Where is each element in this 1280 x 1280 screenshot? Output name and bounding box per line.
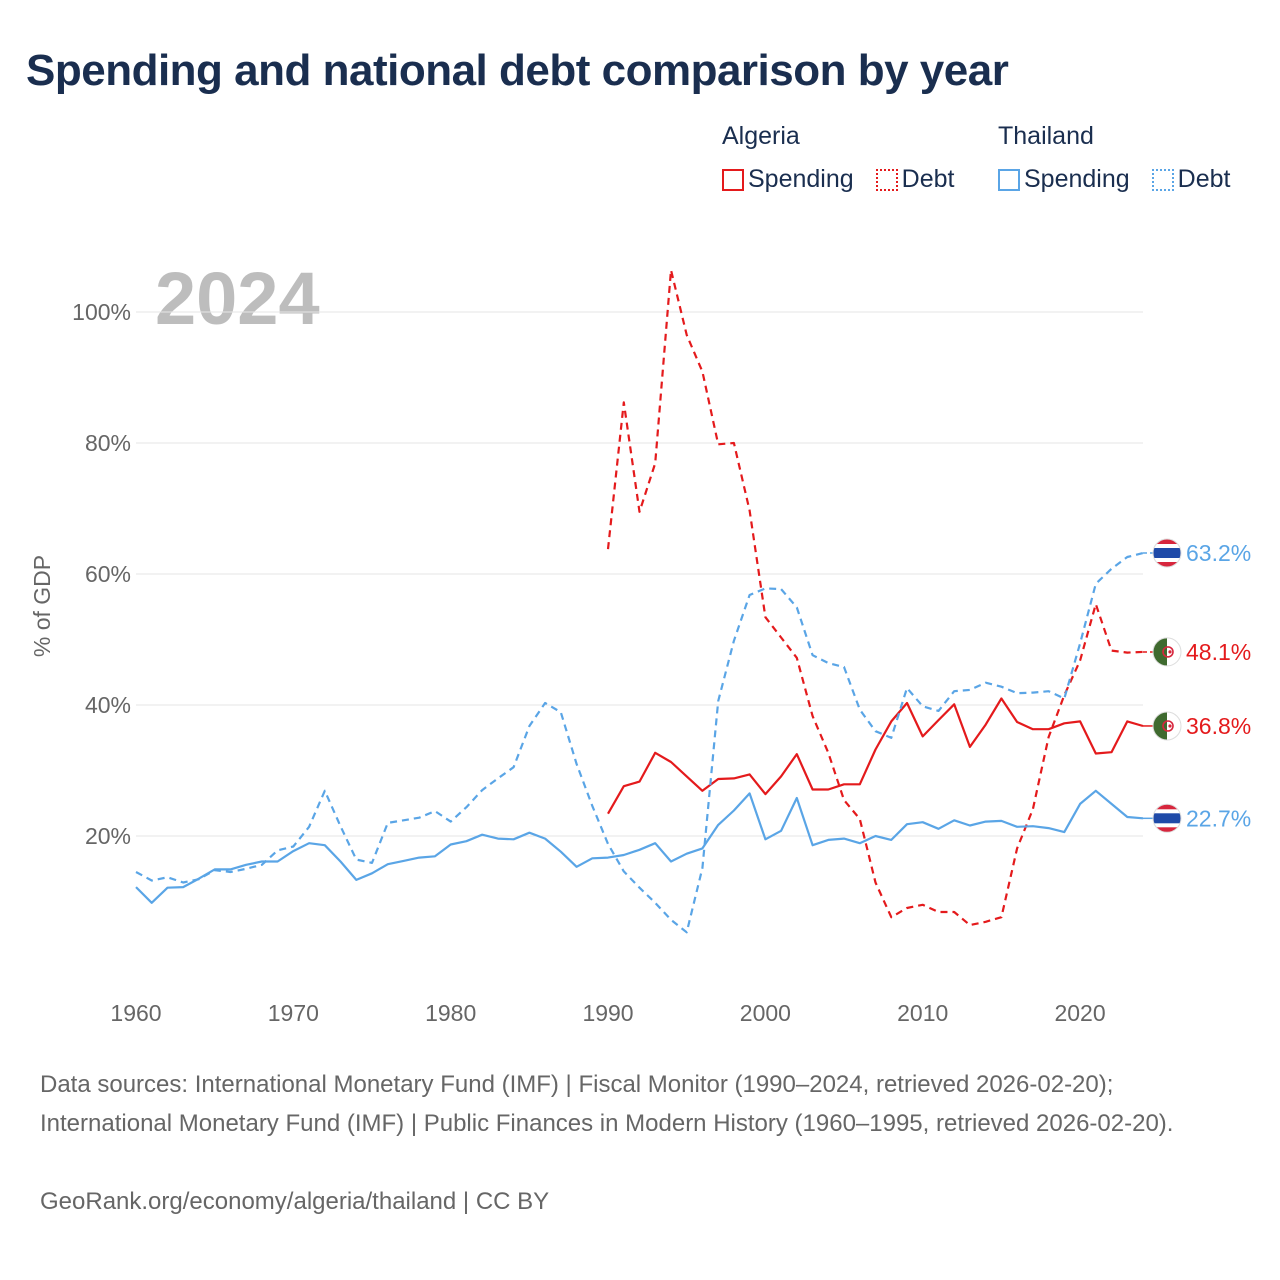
legend-country-thailand: Thailand bbox=[998, 122, 1094, 150]
y-axis-ticks: 20% 40% 60% 80% 100% bbox=[72, 299, 131, 849]
x-tick-label-2000: 2000 bbox=[740, 1000, 791, 1026]
y-tick-label-20: 20% bbox=[85, 823, 131, 849]
series-line-thailand-debt bbox=[135, 551, 1144, 934]
legend-swatch-solid-red bbox=[722, 168, 744, 191]
y-axis-label: % of GDP bbox=[29, 555, 55, 657]
end-label-algeria-debt: 48.1% bbox=[1186, 639, 1251, 665]
legend-group-algeria: Algeria Spending Debt bbox=[722, 122, 968, 194]
legend-item-thailand-debt[interactable]: Debt bbox=[1151, 165, 1230, 194]
y-tick-label-100: 100% bbox=[72, 299, 131, 325]
x-tick-label-2020: 2020 bbox=[1054, 1000, 1105, 1026]
x-axis-ticks: 1960 1970 1980 1990 2000 2010 2020 bbox=[110, 1000, 1105, 1026]
legend-swatch-dotted-red bbox=[875, 168, 898, 191]
legend-item-thailand-spending[interactable]: Spending bbox=[998, 165, 1130, 194]
thailand-flag-icon bbox=[1152, 803, 1182, 833]
algeria-flag-icon bbox=[1152, 637, 1182, 667]
x-tick-label-1960: 1960 bbox=[110, 1000, 161, 1026]
legend-swatch-solid-blue bbox=[998, 168, 1020, 191]
x-tick-label-1990: 1990 bbox=[582, 1000, 633, 1026]
x-tick-label-1980: 1980 bbox=[425, 1000, 476, 1026]
end-label-algeria-spending: 36.8% bbox=[1186, 713, 1251, 739]
year-watermark: 2024 bbox=[155, 257, 320, 340]
legend-swatch-dotted-blue bbox=[1151, 168, 1174, 191]
credit-link[interactable]: GeoRank.org/economy/algeria/thailand | C… bbox=[40, 1188, 550, 1215]
series-line-algeria-spending bbox=[607, 697, 1144, 815]
legend-item-algeria-spending[interactable]: Spending bbox=[722, 165, 854, 194]
chart-title: Spending and national debt comparison by… bbox=[26, 46, 1009, 95]
line-chart: 2024 % of GDP 20%40%60%80%100% 1960 1970 1… bbox=[29, 257, 1251, 1026]
grid-lines bbox=[136, 311, 1143, 837]
x-tick-label-1970: 1970 bbox=[268, 1000, 319, 1026]
thailand-flag-icon bbox=[1152, 538, 1182, 568]
y-tick-label-40: 40% bbox=[85, 692, 131, 718]
legend-country-algeria: Algeria bbox=[722, 122, 800, 150]
x-tick-label-2010: 2010 bbox=[897, 1000, 948, 1026]
series-line-thailand-spending bbox=[135, 789, 1144, 904]
legend-item-algeria-debt[interactable]: Debt bbox=[875, 165, 954, 194]
y-tick-label-80: 80% bbox=[85, 430, 131, 456]
series-line-algeria-debt bbox=[606, 269, 1144, 927]
algeria-flag-icon bbox=[1152, 711, 1182, 741]
end-label-thailand-debt: 63.2% bbox=[1186, 540, 1251, 566]
legend-group-thailand: Thailand Spending Debt bbox=[998, 122, 1244, 194]
series-lines bbox=[135, 269, 1144, 934]
end-label-thailand-spending: 22.7% bbox=[1186, 805, 1251, 831]
end-labels: 36.8% 48.1% 22.7% 63.2% bbox=[1143, 538, 1251, 833]
y-tick-label-60: 60% bbox=[85, 561, 131, 587]
data-sources-note: Data sources: International Monetary Fun… bbox=[40, 1071, 1174, 1137]
